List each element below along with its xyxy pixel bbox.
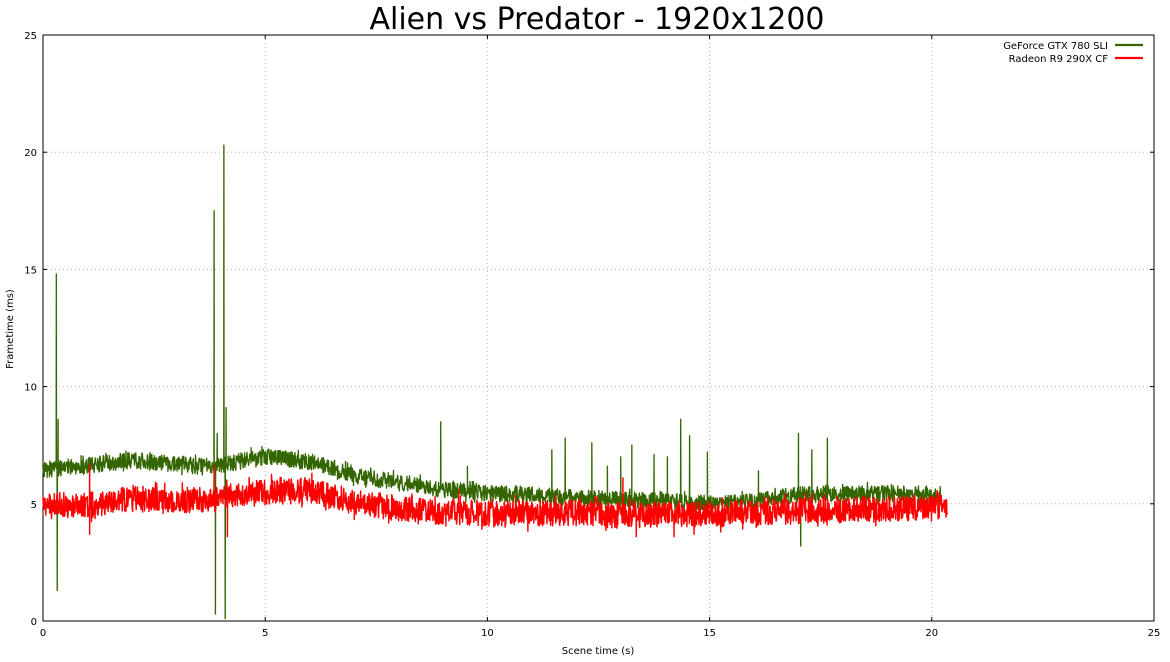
series-layer [42,144,949,620]
label-layer: Alien vs Predator - 1920x1200 Scene time… [5,2,825,657]
x-tick-label: 20 [925,628,938,639]
y-axis-label: Frametime (ms) [5,289,16,369]
plot-frame [42,34,1155,622]
x-tick-label: 0 [40,628,46,639]
x-axis-label: Scene time (s) [562,646,635,657]
legend-label-geforce: GeForce GTX 780 SLI [1003,41,1108,52]
legend-label-radeon: Radeon R9 290X CF [1009,54,1109,65]
y-tick-label: 15 [24,265,37,276]
axis-layer: 0 5 10 15 20 25 0 5 10 15 20 25 [24,31,1160,639]
chart-legend: GeForce GTX 780 SLI Radeon R9 290X CF [1003,41,1143,65]
x-tick-label: 10 [481,628,494,639]
y-tick-label: 25 [24,31,37,42]
y-tick-label: 10 [24,383,37,394]
x-tick-label: 5 [262,628,268,639]
x-tick-label: 15 [703,628,716,639]
series-line-radeon-r9-290x-cf [42,463,949,538]
y-tick-label: 5 [31,500,37,511]
x-tick-label: 25 [1148,628,1161,639]
series-line-geforce-gtx-780-sli [42,144,942,620]
y-tick-label: 20 [24,148,37,159]
y-tick-label: 0 [31,617,37,628]
chart-title: Alien vs Predator - 1920x1200 [369,2,824,37]
